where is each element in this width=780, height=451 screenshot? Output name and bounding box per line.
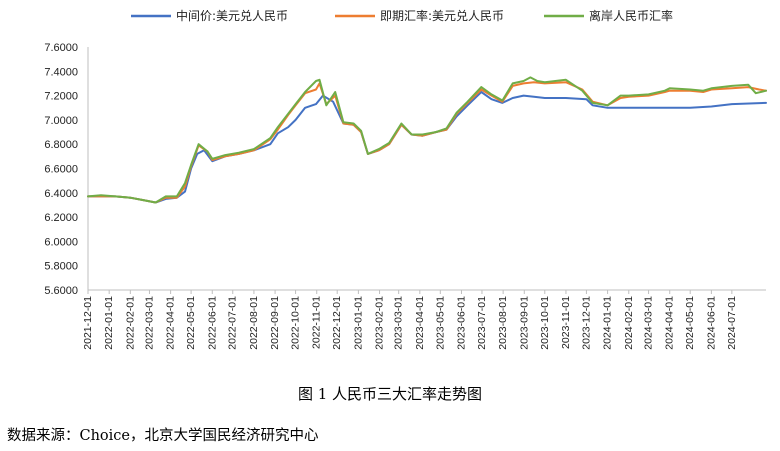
x-tick-label: 2023-04-01 (414, 296, 426, 350)
exchange-rate-chart: 中间价:美元兑人民币 即期汇率:美元兑人民币 离岸人民币汇率 5.6000 5.800… (44, 8, 767, 350)
x-tick-label: 2024-02-01 (623, 296, 635, 350)
y-tick-label: 6.6000 (44, 164, 78, 176)
y-tick-label: 5.6000 (44, 285, 78, 297)
y-tick-label: 6.0000 (44, 236, 78, 248)
x-tick-label: 2022-01-01 (103, 296, 115, 350)
x-tick-label: 2023-07-01 (476, 296, 488, 350)
y-tick-label: 7.6000 (44, 42, 78, 54)
x-tick-label: 2022-05-01 (185, 296, 197, 350)
data-source-note: 数据来源：Choice，北京大学国民经济研究中心 (7, 428, 319, 444)
x-tick-label: 2022-04-01 (165, 296, 177, 350)
x-tick-label: 2022-10-01 (290, 296, 302, 350)
x-tick-label: 2022-09-01 (269, 296, 281, 350)
legend-label-3: 离岸人民币汇率 (589, 8, 673, 23)
x-tick-label: 2022-08-01 (248, 296, 260, 350)
x-tick-label: 2023-12-01 (580, 296, 592, 350)
y-tick-label: 6.4000 (44, 188, 78, 200)
x-tick-label: 2023-10-01 (539, 296, 551, 350)
figure-caption: 图 1 人民币三大汇率走势图 (297, 385, 483, 403)
x-tick-label: 2023-09-01 (518, 296, 530, 350)
legend: 中间价:美元兑人民币 即期汇率:美元兑人民币 离岸人民币汇率 (131, 8, 673, 23)
x-tick-label: 2023-02-01 (374, 296, 386, 350)
series-line-2 (87, 81, 767, 204)
x-tick-label: 2024-04-01 (664, 296, 676, 350)
x-tick-label: 2023-08-01 (497, 296, 509, 350)
series-line-3 (87, 76, 767, 204)
y-tick-label: 6.8000 (44, 139, 78, 151)
x-tick-label: 2023-01-01 (352, 296, 364, 350)
x-tick-label: 2024-06-01 (705, 296, 717, 350)
y-tick-label: 7.0000 (44, 115, 78, 127)
y-tick-label: 6.2000 (44, 212, 78, 224)
x-tick-label: 2022-02-01 (124, 296, 136, 350)
x-tick-label: 2023-06-01 (455, 296, 467, 350)
x-tick-label: 2022-03-01 (143, 296, 155, 350)
x-axis: 2021-12-01 2022-01-01 2022-02-01 2022-03-01… (82, 289, 766, 350)
legend-label-2: 即期汇率:美元兑人民币 (380, 8, 504, 23)
y-axis: 5.6000 5.8000 6.0000 6.2000 6.4000 6.6000 6.80… (44, 42, 89, 297)
x-tick-label: 2022-11-01 (311, 296, 323, 349)
y-tick-label: 7.4000 (44, 66, 78, 78)
x-tick-label: 2023-03-01 (393, 296, 405, 350)
y-tick-label: 7.2000 (44, 91, 78, 103)
y-tick-label: 5.8000 (44, 261, 78, 273)
x-tick-label: 2024-03-01 (643, 296, 655, 350)
x-tick-label: 2024-07-01 (726, 296, 738, 350)
series-line-1 (87, 91, 767, 204)
x-tick-label: 2022-06-01 (206, 296, 218, 350)
legend-label-1: 中间价:美元兑人民币 (176, 8, 288, 23)
x-tick-label: 2023-05-01 (434, 296, 446, 350)
x-tick-label: 2022-07-01 (227, 296, 239, 350)
x-tick-label: 2021-12-01 (82, 296, 94, 350)
x-tick-label: 2022-12-01 (331, 296, 343, 350)
x-tick-label: 2024-01-01 (602, 296, 614, 350)
x-tick-label: 2023-11-01 (560, 296, 572, 349)
x-tick-label: 2024-05-01 (684, 296, 696, 350)
plot-area (87, 76, 767, 204)
